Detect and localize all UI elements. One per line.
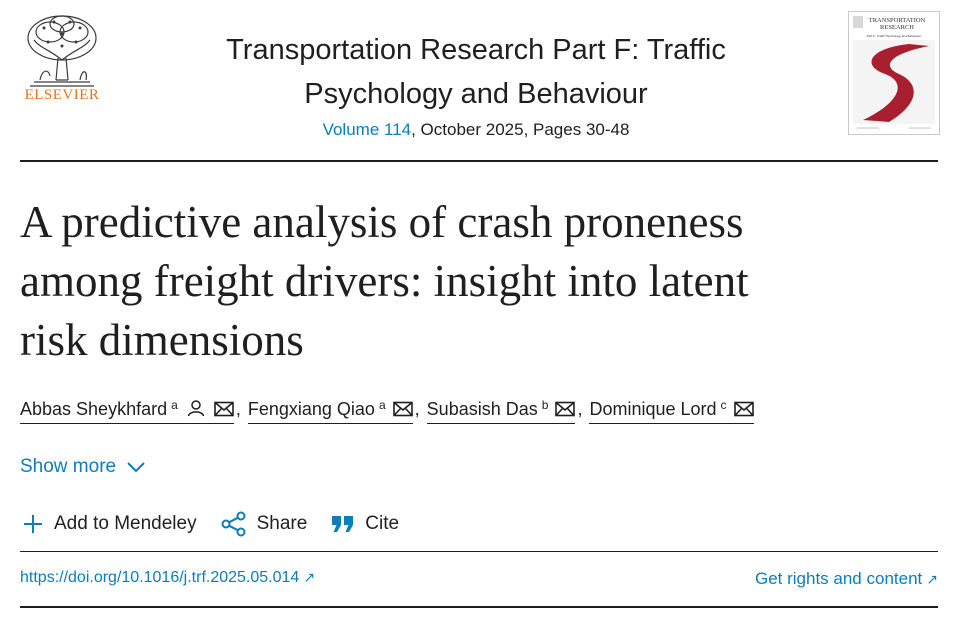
email-icon [392,401,413,417]
chevron-down-icon [127,462,145,473]
doi-text: https://doi.org/10.1016/j.trf.2025.05.01… [20,569,300,586]
affiliation-marker: a [171,398,178,412]
share-icon [221,511,246,537]
issue-details: , October 2025, Pages 30-48 [411,120,630,139]
cite-label: Cite [365,513,400,534]
author-separator: , [577,399,583,419]
external-link-icon: ↗ [926,571,938,587]
author-name: Fengxiang Qiao [247,399,375,419]
external-link-icon: ↗ [303,569,316,585]
article-actions: Add to Mendeley Share Cite [22,511,423,537]
journal-cover-image[interactable]: TRANSPORTATION RESEARCH Part F: Traffic … [848,11,940,135]
email-icon [555,401,576,417]
footer-divider [20,606,938,608]
journal-title[interactable]: Transportation Research Part F: Traffic … [160,28,792,116]
affiliation-marker: c [720,398,727,412]
quote-icon [332,516,354,532]
show-more-button[interactable]: Show more [20,456,146,478]
email-icon [733,401,754,417]
publisher-name: ELSEVIER [24,87,100,103]
share-label: Share [256,513,308,534]
author-separator: , [414,399,420,419]
author-name: Dominique Lord [589,399,717,419]
journal-title-line1[interactable]: Transportation Research Part F: Traffic [226,34,726,66]
cover-title-line1: TRANSPORTATION [869,17,926,24]
cover-title-line2: RESEARCH [880,24,914,31]
journal-title-line2[interactable]: Psychology and Behaviour [304,78,648,110]
plus-icon [24,515,42,533]
article-title-line3: risk dimensions [20,315,304,365]
author-link[interactable]: Subasish Das b [426,398,576,424]
actions-divider [20,551,938,552]
author-list: Abbas Sheykhfard a , Fengxiang Qiao a , Su… [20,398,754,424]
affiliation-marker: a [378,398,386,412]
email-icon [214,401,234,417]
add-to-mendeley-label: Add to Mendeley [54,513,197,534]
header-divider [20,160,938,162]
doi-link[interactable]: https://doi.org/10.1016/j.trf.2025.05.01… [20,569,315,587]
author-link[interactable]: Fengxiang Qiao a [247,398,413,424]
author-separator: , [235,399,241,419]
affiliation-marker: b [541,398,549,412]
article-title: A predictive analysis of crash proneness… [20,193,920,370]
volume-link[interactable]: Volume 114 [322,120,412,139]
person-icon [187,400,205,417]
cite-button[interactable]: Cite [331,513,399,535]
author-name: Abbas Sheykhfard [20,399,168,419]
elsevier-tree-logo[interactable] [20,10,104,105]
author-name: Subasish Das [426,399,538,419]
article-title-line2: among freight drivers: insight into late… [20,256,749,306]
journal-header: ELSEVIER Transportation Research Part F:… [0,0,953,162]
rights-and-content-link[interactable]: Get rights and content ↗ [755,569,938,589]
article-title-line1: A predictive analysis of crash proneness [20,197,744,247]
share-button[interactable]: Share [221,511,308,537]
author-link[interactable]: Abbas Sheykhfard a [20,398,234,424]
cover-subtitle: Part F: Traffic Psychology and Behaviour [867,34,921,38]
issue-info: Volume 114, October 2025, Pages 30-48 [160,120,792,140]
rights-text: Get rights and content [754,569,923,588]
journal-info: Transportation Research Part F: Traffic … [160,28,792,140]
add-to-mendeley-button[interactable]: Add to Mendeley [22,513,197,535]
author-link[interactable]: Dominique Lord c [589,398,754,424]
show-more-label: Show more [20,456,117,477]
